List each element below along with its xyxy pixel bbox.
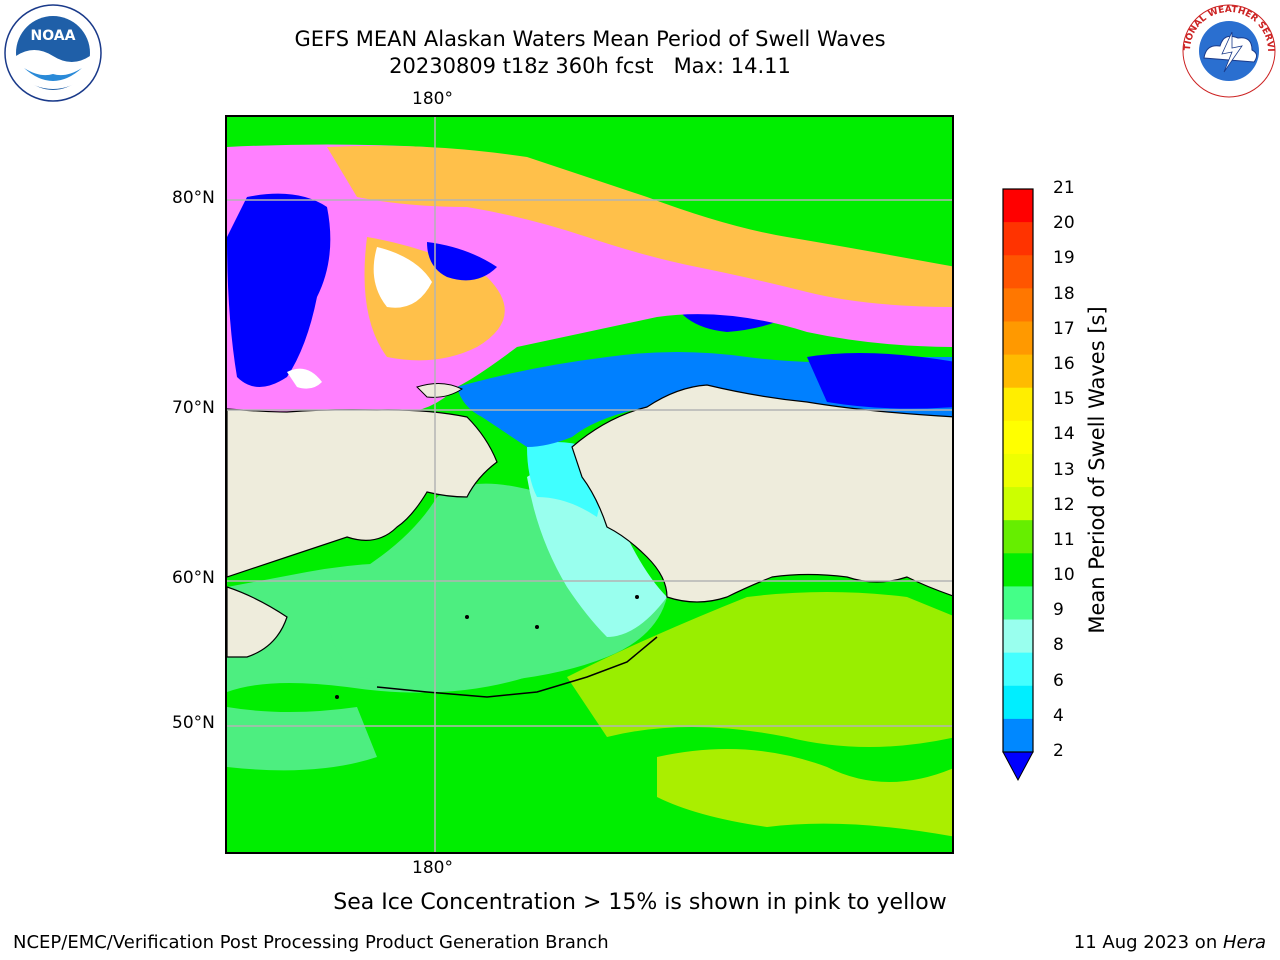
noaa-logo-text: NOAA: [31, 28, 76, 44]
footer-credit: NCEP/EMC/Verification Post Processing Pr…: [13, 932, 609, 953]
chart-subtitle: 20230809 t18z 360h fcst Max: 14.11: [389, 54, 791, 78]
colorbar-tick-label: 18: [1053, 283, 1075, 304]
colorbar-swatch: [1003, 652, 1033, 687]
colorbar-swatch: [1003, 288, 1033, 322]
colorbar-swatch: [1003, 222, 1033, 256]
colorbar-tick-label: 2: [1053, 741, 1064, 761]
aleutian-islands: [376, 636, 658, 698]
chart-title: GEFS MEAN Alaskan Waters Mean Period of …: [294, 27, 886, 51]
colorbar-tick-label: 15: [1053, 389, 1075, 410]
colorbar-tick-label: 6: [1053, 670, 1064, 691]
footer-date: 11 Aug 2023 on Hera: [1074, 932, 1266, 953]
colorbar-tick-label: 17: [1053, 318, 1075, 339]
colorbar-tick-label: 19: [1053, 248, 1075, 269]
lat-label-50: 50°N: [172, 713, 215, 733]
colorbar-swatch: [1003, 586, 1033, 621]
lat-label-60: 60°N: [172, 568, 215, 588]
colorbar-tick-label: 12: [1053, 494, 1075, 515]
lon-label-top: 180°: [412, 89, 453, 109]
colorbar-swatch: [1003, 520, 1033, 554]
open-gap-white: [373, 247, 432, 308]
colorbar-swatch: [1003, 553, 1033, 587]
colorbar-tick-label: 8: [1053, 635, 1064, 656]
colorbar-swatch: [1003, 685, 1033, 720]
colorbar-tick-label: 16: [1053, 353, 1075, 374]
map-canvas: [227, 117, 952, 852]
colorbar-extend-arrow: [1002, 751, 1034, 782]
colorbar-swatch: [1003, 420, 1033, 455]
colorbar-title: Mean Period of Swell Waves [s]: [1085, 306, 1109, 634]
map-panel: [225, 115, 954, 854]
colorbar: [1002, 188, 1034, 782]
colorbar-swatch: [1003, 387, 1033, 422]
colorbar-tick-label: 14: [1053, 424, 1075, 445]
lat-label-70: 70°N: [172, 398, 215, 418]
lat-label-80: 80°N: [172, 188, 215, 208]
colorbar-tick-label: 11: [1053, 529, 1075, 550]
nws-logo: NATIONAL WEATHER SERVICE: [1180, 2, 1276, 98]
colorbar-swatch: [1003, 487, 1033, 521]
sea-ice-orange: [327, 145, 952, 307]
colorbar-swatch: [1003, 321, 1033, 356]
colorbar-tick-label: 20: [1053, 213, 1075, 234]
graticule: [227, 117, 952, 852]
colorbar-swatch: [1003, 255, 1033, 289]
colorbar-swatch: [1003, 453, 1033, 488]
footer-date-text: 11 Aug 2023 on: [1073, 932, 1223, 953]
sea-ice-blue: [227, 193, 331, 387]
colorbar-tick-label: 4: [1053, 705, 1064, 726]
sea-ice-note: Sea Ice Concentration > 15% is shown in …: [333, 890, 947, 915]
colorbar-tick-label: 21: [1053, 178, 1075, 198]
colorbar-tick-label: 10: [1053, 565, 1075, 586]
colorbar-swatches: [1003, 189, 1033, 753]
colorbar-outline: [1002, 188, 1034, 753]
swell-field-yellowgreen: [567, 592, 952, 747]
colorbar-swatch: [1003, 354, 1033, 389]
colorbar-swatch: [1003, 619, 1033, 654]
lon-label-bottom: 180°: [412, 858, 453, 878]
colorbar-tick-label: 13: [1053, 459, 1075, 480]
colorbar-swatch: [1003, 718, 1033, 753]
footer-host: Hera: [1222, 932, 1266, 953]
colorbar-swatch: [1003, 189, 1033, 223]
noaa-logo: NOAA: [4, 4, 102, 102]
land-alaska: [571, 384, 952, 603]
colorbar-tick-label: 9: [1053, 600, 1064, 621]
